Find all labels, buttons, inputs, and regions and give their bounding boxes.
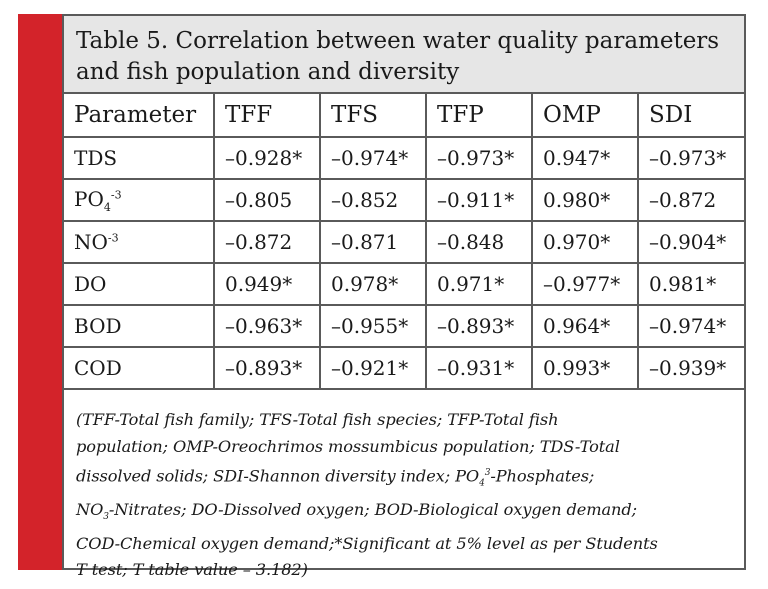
parameter-superscript: -3 [110,187,122,201]
value-cell: –0.931* [426,347,533,390]
parameter-name: COD [74,356,122,380]
value-cell: 0.949* [214,263,321,306]
value-cell: –0.955* [320,305,427,348]
footnote-line: dissolved solids; SDI-Shannon diversity … [76,460,736,497]
value-cell: –0.939* [638,347,744,390]
footnote-superscript: 3 [484,468,491,478]
header-cell: TFF [214,94,321,138]
header-cell: TFP [426,94,533,138]
table-footnote: (TFF-Total fish family; TFS-Total fish s… [64,397,744,584]
footnote-text: dissolved solids; SDI-Shannon diversity … [76,466,480,486]
parameter-name: PO [74,186,104,211]
value-cell: –0.872 [214,221,321,264]
table-row: NO-3 –0.872 –0.871 –0.848 0.970* –0.904* [64,221,744,264]
value-cell: –0.928* [214,137,321,180]
header-cell: TFS [320,94,427,138]
table-frame: Table 5. Correlation between water quali… [62,14,746,579]
parameter-name: BOD [74,314,122,338]
table-caption: Table 5. Correlation between water quali… [64,16,744,94]
value-cell: –0.904* [638,221,744,264]
footnote-line: T test; T table value – 3.182) [76,560,308,580]
value-cell: –0.973* [426,137,533,180]
footnote-subscript: 4 [479,478,485,489]
value-cell: 0.981* [638,263,744,306]
value-cell: 0.964* [532,305,639,348]
value-cell: –0.974* [320,137,427,180]
parameter-name: TDS [74,146,118,170]
value-cell: –0.973* [638,137,744,180]
parameter-name: NO [74,230,108,254]
header-row: Parameter TFF TFS TFP OMP SDI [64,94,744,138]
footnote-text: NO [76,500,104,520]
value-cell: –0.974* [638,305,744,348]
footnote-line: population; OMP-Oreochrimos mossumbicus … [76,436,620,456]
table-row: PO4-3 –0.805 –0.852 –0.911* 0.980* –0.87… [64,179,744,222]
value-cell: 0.971* [426,263,533,306]
parameter-cell: BOD [64,305,215,348]
parameter-name: DO [74,272,107,296]
value-cell: 0.980* [532,179,639,222]
value-cell: 0.947* [532,137,639,180]
caption-line-1: Table 5. Correlation between water quali… [76,28,720,54]
value-cell: –0.911* [426,179,533,222]
table-row: TDS –0.928* –0.974* –0.973* 0.947* –0.97… [64,137,744,180]
value-cell: –0.852 [320,179,427,222]
accent-bar [18,14,62,570]
footnote-line: COD-Chemical oxygen demand;*Significant … [76,533,658,553]
value-cell: 0.978* [320,263,427,306]
parameter-cell: COD [64,347,215,390]
value-cell: –0.963* [214,305,321,348]
footnote-line: (TFF-Total fish family; TFS-Total fish s… [76,410,559,429]
value-cell: –0.871 [320,221,427,264]
value-cell: –0.872 [638,179,744,222]
parameter-cell: PO4-3 [64,179,215,222]
footnote-text: -Phosphates; [490,466,595,486]
table-row: COD –0.893* –0.921* –0.931* 0.993* –0.93… [64,347,744,390]
parameter-cell: NO-3 [64,221,215,264]
parameter-cell: TDS [64,137,215,180]
value-cell: –0.921* [320,347,427,390]
parameter-subscript: 4 [103,200,111,214]
table-row: BOD –0.963* –0.955* –0.893* 0.964* –0.97… [64,305,744,348]
value-cell: –0.805 [214,179,321,222]
header-cell: OMP [532,94,639,138]
footnote-subscript: 3 [103,512,109,523]
value-cell: –0.977* [532,263,639,306]
footnote-text: -Nitrates; DO-Dissolved oxygen; BOD-Biol… [108,500,637,520]
correlation-table: Parameter TFF TFS TFP OMP SDI TDS –0.928… [64,94,744,390]
footnote-line: NO3-Nitrates; DO-Dissolved oxygen; BOD-B… [76,497,736,531]
value-cell: –0.893* [214,347,321,390]
value-cell: –0.893* [426,305,533,348]
header-cell: Parameter [64,94,215,138]
value-cell: 0.993* [532,347,639,390]
parameter-cell: DO [64,263,215,306]
table-row: DO 0.949* 0.978* 0.971* –0.977* 0.981* [64,263,744,306]
value-cell: 0.970* [532,221,639,264]
parameter-superscript: -3 [107,231,119,245]
value-cell: –0.848 [426,221,533,264]
caption-line-2: and fish population and diversity [76,59,460,85]
header-cell: SDI [638,94,744,138]
